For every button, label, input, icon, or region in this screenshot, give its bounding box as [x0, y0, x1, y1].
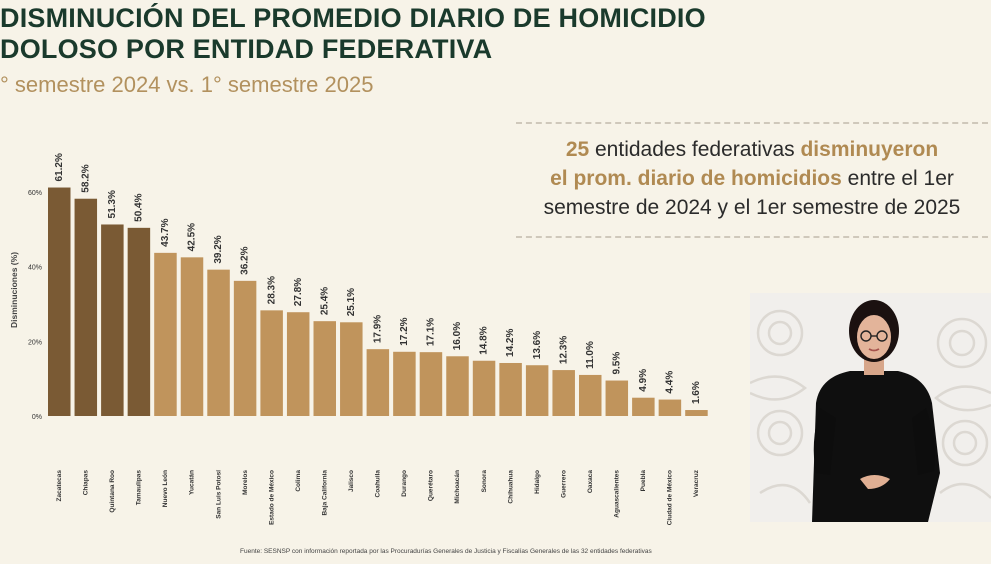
x-tick-label: Baja California: [321, 470, 328, 516]
x-tick-label: Querétaro: [428, 470, 435, 501]
bar-guerrero: [552, 370, 575, 416]
bar-baja-california: [313, 321, 336, 416]
bar-oaxaca: [579, 374, 602, 416]
x-tick-label: Jalisco: [348, 470, 355, 492]
y-tick-label: 0%: [32, 414, 42, 421]
data-label: 17.1%: [426, 318, 437, 346]
callout-text-2: entre el 1er: [841, 167, 954, 190]
bar-chiapas: [74, 198, 98, 416]
x-tick-label: Morelos: [242, 470, 249, 495]
summary-callout: 25 entidades federativas disminuyeron el…: [516, 122, 988, 238]
x-tick-label: Yucatán: [189, 470, 196, 495]
data-label: 25.1%: [346, 288, 357, 316]
y-tick-label: 20%: [28, 339, 42, 346]
callout-line-3: semestre de 2024 y el 1er semestre de 20…: [543, 196, 961, 219]
bar-hidalgo: [525, 365, 549, 416]
x-tick-label: Michoacán: [454, 470, 461, 504]
x-tick-label: Aguascalientes: [614, 470, 621, 518]
data-label: 36.2%: [240, 246, 251, 274]
data-label: 58.2%: [80, 164, 91, 192]
data-label: 16.0%: [452, 322, 463, 350]
x-tick-label: Veracruz: [693, 469, 700, 497]
x-tick-label: Guerrero: [560, 470, 567, 498]
x-tick-label: Tamaulipas: [136, 470, 143, 506]
bar-yucat-n: [180, 257, 204, 416]
callout-line-2: el prom. diario de homicidios entre el 1…: [516, 164, 988, 193]
x-tick-label: Hidalgo: [534, 470, 541, 494]
x-tick-label: Sonora: [481, 470, 488, 493]
bar-ciudad-de-m-xico: [658, 399, 682, 416]
bar-durango: [393, 351, 416, 416]
data-label: 11.0%: [585, 341, 596, 369]
x-tick-label: Oaxaca: [587, 470, 594, 494]
data-label: 50.4%: [134, 193, 145, 221]
page-subtitle: ° semestre 2024 vs. 1° semestre 2025: [0, 72, 374, 97]
bar-quer-taro: [419, 352, 443, 416]
data-label: 1.6%: [691, 381, 702, 404]
data-label: 27.8%: [293, 278, 304, 306]
bar-sonora: [472, 360, 496, 416]
callout-text-1: entidades federativas: [589, 138, 801, 161]
x-tick-label: Coahuila: [375, 470, 382, 498]
bar-colima: [286, 312, 310, 416]
data-label: 4.9%: [638, 369, 649, 392]
callout-highlight-2: el prom. diario de homicidios: [550, 167, 842, 190]
data-label: 25.4%: [319, 287, 330, 315]
data-label: 14.8%: [479, 326, 490, 354]
data-label: 17.2%: [399, 317, 410, 345]
bar-michoac-n: [446, 356, 469, 416]
title-line-2: DOLOSO POR ENTIDAD FEDERATIVA: [0, 34, 493, 64]
callout-count: 25: [565, 138, 590, 161]
data-label: 39.2%: [213, 235, 224, 263]
bar-morelos: [233, 280, 257, 416]
data-label: 9.5%: [611, 352, 622, 375]
data-label: 12.3%: [558, 336, 569, 364]
source-note: Fuente: SESNSP con información reportada…: [240, 548, 652, 555]
x-tick-label: Ciudad de México: [667, 470, 674, 525]
callout-highlight-1: disminuyeron: [800, 138, 939, 161]
bar-jalisco: [340, 322, 363, 416]
x-tick-label: Quintana Roo: [109, 470, 116, 513]
data-label: 14.2%: [505, 329, 516, 357]
bar-quintana-roo: [101, 224, 124, 416]
data-label: 61.2%: [54, 153, 65, 181]
bar-chart: Disminuciones (%) 0% 20% 40% 60% 61.2% Zacatec…: [9, 153, 708, 525]
bar-zacatecas: [48, 187, 71, 416]
x-tick-label: Puebla: [640, 470, 647, 492]
x-tick-label: Nuevo León: [162, 470, 169, 507]
x-tick-label: Zacatecas: [56, 470, 63, 502]
interpreter-illustration: [750, 293, 991, 522]
x-tick-label: Colima: [295, 470, 302, 492]
y-tick-label: 40%: [28, 265, 42, 272]
bar-san-luis-potos-: [207, 269, 230, 416]
data-label: 51.3%: [107, 190, 118, 218]
title-line-1: DISMINUCIÓN DEL PROMEDIO DIARIO DE HOMIC…: [0, 3, 706, 33]
bar-puebla: [632, 397, 655, 416]
data-label: 17.9%: [372, 315, 383, 343]
x-tick-label: Estado de México: [268, 470, 275, 525]
x-tick-label: Durango: [401, 470, 408, 497]
data-label: 42.5%: [187, 223, 198, 251]
callout-line-1: 25 entidades federativas disminuyeron: [516, 135, 988, 164]
bar-chihuahua: [499, 362, 522, 416]
x-tick-label: Chihuahua: [507, 470, 514, 504]
data-label: 13.6%: [532, 331, 543, 359]
x-tick-label: San Luis Potosí: [215, 470, 222, 519]
y-axis-label: Disminuciones (%): [9, 252, 19, 328]
data-label: 28.3%: [266, 276, 277, 304]
x-tick-label: Chiapas: [83, 470, 90, 496]
bar-veracruz: [685, 410, 708, 416]
bar-estado-de-m-xico: [260, 310, 283, 416]
data-label: 4.4%: [665, 371, 676, 394]
bar-aguascalientes: [605, 380, 629, 416]
page-title: DISMINUCIÓN DEL PROMEDIO DIARIO DE HOMIC…: [0, 3, 706, 65]
data-label: 43.7%: [160, 218, 171, 246]
bar-coahuila: [366, 349, 390, 416]
bar-tamaulipas: [127, 227, 151, 416]
bar-nuevo-le-n: [154, 252, 177, 416]
y-tick-label: 60%: [28, 190, 42, 197]
sign-language-interpreter-video: [750, 293, 991, 522]
